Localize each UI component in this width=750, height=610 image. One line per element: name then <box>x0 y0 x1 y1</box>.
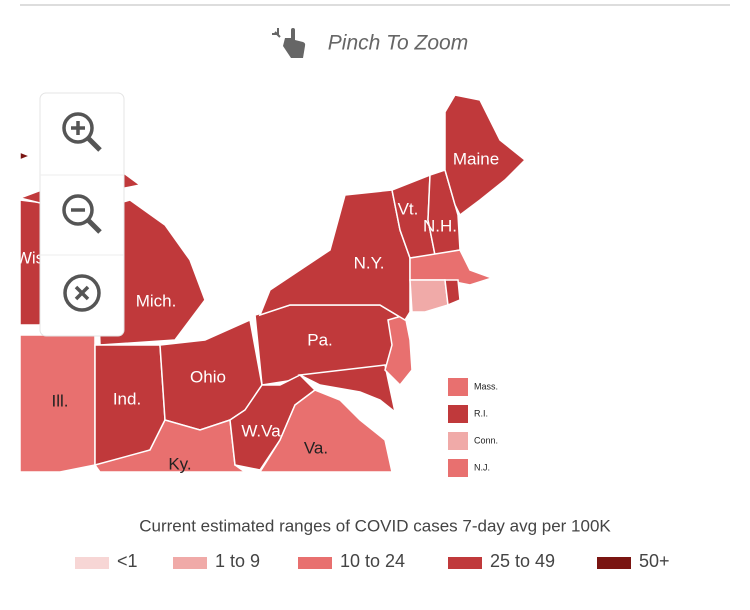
state-shapes <box>17 94 527 473</box>
reset-button[interactable] <box>63 274 101 312</box>
state-label: Ky. <box>168 454 191 473</box>
state-label: Mich. <box>136 291 177 310</box>
legend-swatch <box>173 557 207 569</box>
legend-label: 25 to 49 <box>490 551 555 571</box>
legend-label: <1 <box>117 551 138 571</box>
state-label: Maine <box>453 149 499 168</box>
side-legend-label: Mass. <box>474 381 498 391</box>
legend-label: 10 to 24 <box>340 551 405 571</box>
state-label: N.H. <box>423 216 457 235</box>
side-legend-swatch <box>448 459 468 477</box>
state-label: W.Va <box>241 421 281 440</box>
side-legend-label: N.J. <box>474 462 490 472</box>
legend-swatch <box>75 557 109 569</box>
side-legend: Mass. R.I. Conn. N.J. <box>448 378 498 477</box>
legend-label: 1 to 9 <box>215 551 260 571</box>
pinch-icon <box>272 28 306 58</box>
zoom-in-button[interactable] <box>62 112 102 152</box>
side-legend-swatch <box>448 432 468 450</box>
zoom-out-button[interactable] <box>62 194 102 234</box>
state-label: Va. <box>304 438 328 457</box>
pinch-hint: Pinch To Zoom <box>328 32 468 55</box>
side-legend-label: Conn. <box>474 435 498 445</box>
state-labels: Maine Vt. N.H. N.Y. Wis Mich. Pa. Ohio I… <box>16 149 499 473</box>
zoom-panel <box>39 92 125 337</box>
side-legend-swatch <box>448 378 468 396</box>
state-label: Ohio <box>190 367 226 386</box>
state-label: Ill. <box>52 391 69 410</box>
state-label: Wis <box>16 248 44 267</box>
state-label: Ind. <box>113 389 141 408</box>
side-legend-swatch <box>448 405 468 423</box>
legend-swatch <box>597 557 631 569</box>
legend-swatch <box>448 557 482 569</box>
legend-swatch <box>298 557 332 569</box>
state-label: Pa. <box>307 330 333 349</box>
zoom-controls <box>39 92 125 337</box>
legend: <1 1 to 9 10 to 24 25 to 49 50+ <box>75 551 670 571</box>
state-label: Vt. <box>398 199 419 218</box>
legend-label: 50+ <box>639 551 670 571</box>
legend-title: Current estimated ranges of COVID cases … <box>139 516 611 535</box>
state-label: N.Y. <box>354 253 385 272</box>
side-legend-label: R.I. <box>474 408 488 418</box>
